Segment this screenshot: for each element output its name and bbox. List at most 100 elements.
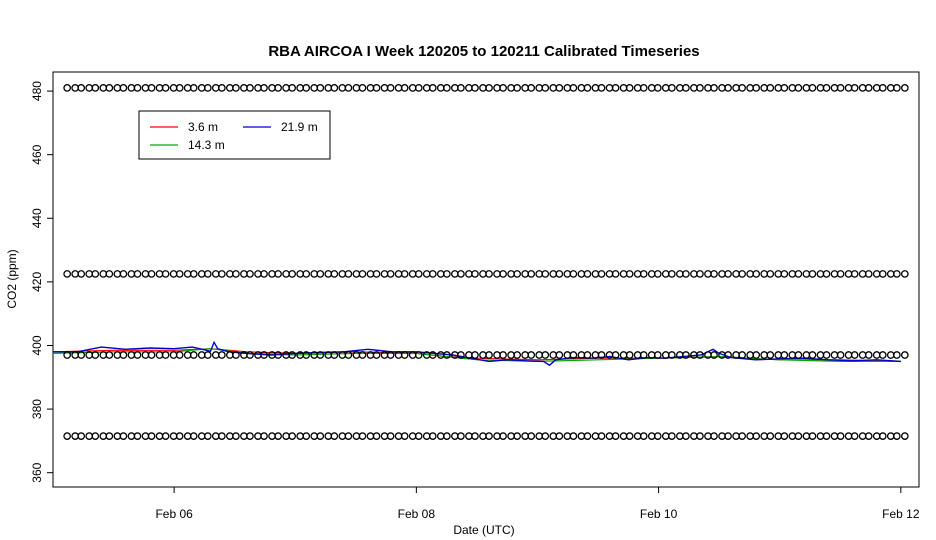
point-0-2a [91,84,100,92]
point-2-18a [316,351,325,359]
chart-title: RBA AIRCOA I Week 120205 to 120211 Calib… [268,43,699,60]
point-1-59b [900,270,909,278]
legend-label-2: 21.9 m [281,120,318,134]
point-2-26a [428,351,437,359]
point-2-8a [175,351,184,359]
point-0-11a [218,84,226,92]
point-3-11a [218,432,226,440]
point-2-21a [358,351,367,359]
point-1-31a [499,270,507,278]
point-0-25a [414,84,423,92]
point-1-1a [77,270,86,278]
y-tick-label-4: 440 [30,208,44,228]
point-2-0a [63,351,72,359]
point-3-9a [189,432,198,440]
point-1-17a [302,270,311,278]
point-0-26a [428,84,437,92]
point-1-4a [119,270,128,278]
point-1-12a [232,270,240,278]
point-2-1a [77,351,86,359]
point-1-3a [105,270,114,278]
point-0-56a [850,84,859,92]
point-0-54a [822,84,831,92]
point-3-26a [428,432,437,440]
point-0-20a [344,84,353,92]
point-1-35a [555,270,564,278]
point-0-46a [710,84,718,92]
x-tick-label-0: Feb 06 [155,507,193,521]
point-0-52a [794,84,803,92]
point-3-25a [414,432,423,440]
point-1-36a [569,270,578,278]
point-0-32a [513,84,522,92]
point-3-35a [555,432,564,440]
point-2-2a [91,351,100,359]
point-1-26a [428,270,437,278]
point-2-59a [892,351,901,359]
point-3-36a [569,432,578,440]
point-1-16a [288,270,297,278]
point-2-38a [597,351,606,359]
point-1-2a [91,270,100,278]
point-1-40a [625,270,634,278]
point-2-59b [900,351,909,359]
plot-frame [52,71,920,488]
point-3-21a [358,432,367,440]
point-2-54a [822,351,831,359]
point-0-48a [738,84,746,92]
point-1-18a [316,270,325,278]
point-3-56a [850,432,859,440]
point-3-20a [344,432,353,440]
point-1-50a [766,270,775,278]
point-1-21a [358,270,367,278]
point-2-36a [569,351,578,359]
legend-box [138,110,331,160]
point-1-48a [738,270,746,278]
point-0-57a [864,84,873,92]
point-1-55a [836,270,845,278]
point-0-33a [527,84,536,92]
point-3-31a [499,432,507,440]
point-0-18a [316,84,325,92]
point-2-30a [485,351,493,359]
point-0-6a [147,84,156,92]
point-1-47a [724,270,732,278]
point-1-10a [203,270,212,278]
point-0-7a [161,84,170,92]
point-0-13a [246,84,254,92]
point-3-34a [541,432,550,440]
point-1-46a [710,270,718,278]
point-3-59a [892,432,901,440]
point-2-56a [850,351,859,359]
point-0-45a [696,84,704,92]
point-1-5a [133,270,142,278]
point-2-44a [682,351,690,359]
point-0-8a [175,84,184,92]
point-3-42a [653,432,662,440]
point-2-14a [260,351,268,359]
point-0-0a [63,84,72,92]
point-0-12a [232,84,240,92]
point-2-49a [752,351,761,359]
point-2-9a [189,351,198,359]
point-2-15a [274,351,282,359]
point-1-13a [246,270,254,278]
point-3-15a [274,432,282,440]
point-2-24a [400,351,409,359]
point-3-18a [316,432,325,440]
point-2-51a [780,351,789,359]
point-0-16a [288,84,297,92]
point-3-27a [442,432,451,440]
point-3-47a [724,432,732,440]
point-3-52a [794,432,803,440]
point-2-53a [808,351,817,359]
x-tick-label-3: Feb 12 [882,507,920,521]
point-0-37a [583,84,592,92]
point-3-14a [260,432,268,440]
point-3-55a [836,432,845,440]
point-0-53a [808,84,817,92]
point-3-2a [91,432,100,440]
point-3-53a [808,432,817,440]
point-1-9a [189,270,198,278]
